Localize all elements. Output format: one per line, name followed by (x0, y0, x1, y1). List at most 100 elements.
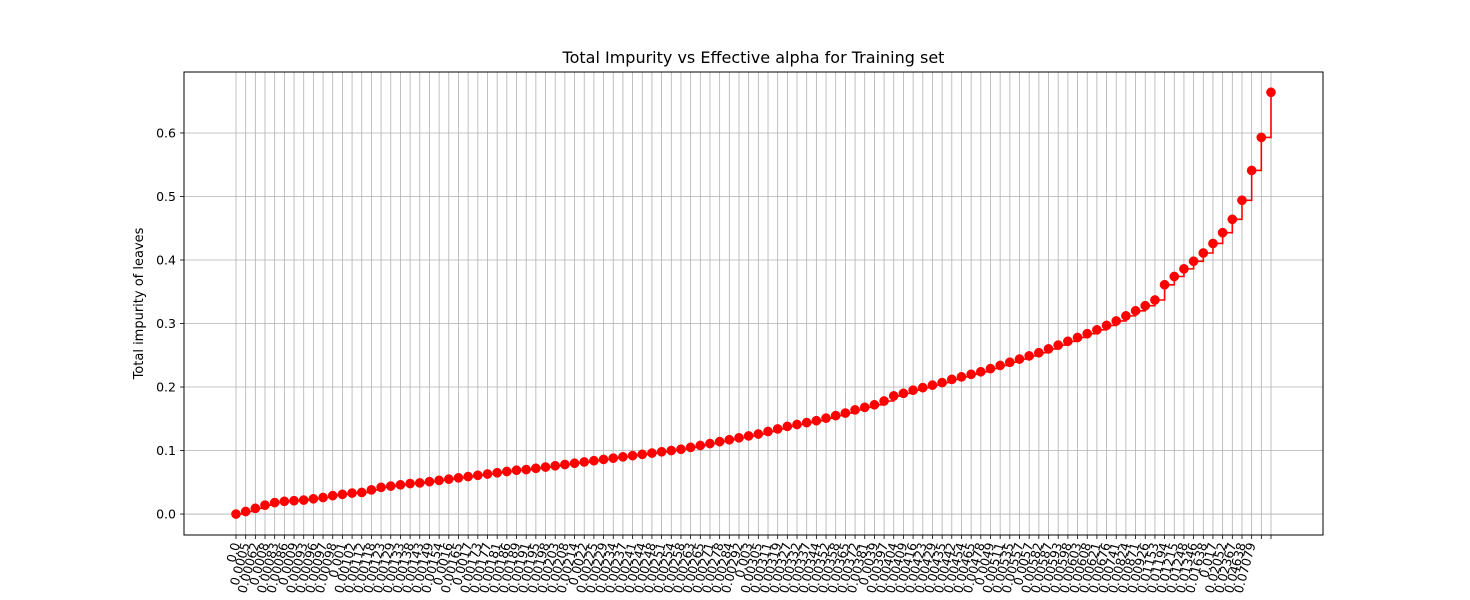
data-point (434, 475, 444, 486)
data-point (1053, 340, 1064, 350)
data-point (1140, 300, 1151, 311)
data-point (898, 388, 909, 399)
data-point (1121, 311, 1131, 321)
data-point (1043, 344, 1054, 354)
data-point (501, 466, 512, 477)
data-point (724, 434, 735, 445)
plot-frame (183, 71, 1324, 536)
data-point (714, 436, 725, 447)
data-point (289, 495, 299, 506)
data-point (1169, 271, 1180, 282)
data-point (627, 450, 638, 461)
data-point (560, 459, 570, 470)
data-point (618, 452, 628, 462)
data-point (1159, 279, 1170, 290)
data-point (782, 421, 793, 432)
series-markers (231, 87, 1276, 519)
data-point (908, 385, 918, 396)
data-point (376, 482, 386, 493)
data-point (879, 396, 889, 406)
data-point (1246, 165, 1257, 176)
data-point (231, 509, 241, 519)
data-point (995, 360, 1006, 371)
data-point (589, 455, 599, 466)
data-point (550, 460, 561, 471)
data-point (637, 449, 648, 460)
data-point (801, 417, 812, 428)
data-point (850, 405, 860, 415)
data-point (1237, 195, 1247, 206)
data-point (956, 372, 967, 382)
data-point (1034, 347, 1044, 358)
data-point (1208, 238, 1218, 249)
data-point (385, 481, 396, 491)
data-point (676, 444, 686, 455)
data-point (337, 489, 348, 500)
data-point (656, 446, 667, 457)
data-point (937, 377, 947, 388)
data-point (966, 369, 976, 380)
data-point (424, 476, 435, 487)
data-point (308, 493, 319, 504)
data-point (1063, 336, 1073, 347)
data-point (888, 391, 899, 401)
data-point (927, 380, 938, 390)
data-point (743, 431, 754, 441)
data-point (1217, 227, 1228, 238)
y-tick-label: 0.5 (156, 189, 176, 204)
data-point (705, 438, 715, 449)
data-point (1111, 316, 1122, 326)
data-point (1227, 214, 1238, 225)
x-tick-label: 0.0 (223, 541, 243, 564)
data-point (792, 419, 802, 430)
data-point (975, 366, 986, 377)
data-point (405, 478, 415, 489)
data-point (472, 470, 483, 481)
y-tick-label: 0.1 (156, 443, 176, 458)
data-point (1198, 248, 1209, 258)
data-point (395, 479, 406, 490)
data-point (1004, 357, 1015, 368)
data-point (347, 488, 357, 498)
data-point (318, 492, 328, 503)
data-point (453, 472, 464, 483)
data-point (279, 496, 290, 507)
data-point (1101, 320, 1112, 331)
data-point (647, 448, 657, 458)
data-point (269, 497, 280, 508)
data-point (250, 503, 261, 514)
data-point (1188, 256, 1199, 267)
y-tick-label: 0.6 (156, 125, 176, 140)
data-point (830, 410, 841, 421)
data-point (1179, 264, 1189, 274)
x-axis: 0.00.00050.000620.00080.000830.000860.00… (223, 535, 1272, 595)
y-tick-label: 0.0 (156, 507, 176, 522)
data-point (1266, 87, 1276, 98)
data-point (482, 469, 493, 479)
data-point (666, 445, 677, 456)
data-point (366, 485, 377, 495)
data-point (811, 415, 822, 426)
data-point (414, 478, 425, 488)
data-point (1092, 325, 1102, 335)
data-point (521, 464, 532, 475)
data-point (772, 424, 783, 434)
data-point (1072, 332, 1083, 343)
data-point (240, 506, 251, 517)
y-tick-label: 0.3 (156, 316, 176, 331)
data-point (840, 408, 851, 418)
data-point (1130, 305, 1141, 316)
data-point (598, 454, 609, 465)
data-point (685, 442, 696, 453)
data-point (1082, 328, 1093, 339)
data-point (1256, 132, 1267, 143)
data-point (821, 413, 831, 423)
y-axis: 0.0 0.1 0.2 0.3 0.4 0.5 0.6 (156, 125, 184, 522)
data-point (492, 467, 503, 478)
data-point (946, 374, 957, 385)
y-tick-label: 0.2 (156, 380, 176, 395)
data-point (869, 399, 880, 410)
